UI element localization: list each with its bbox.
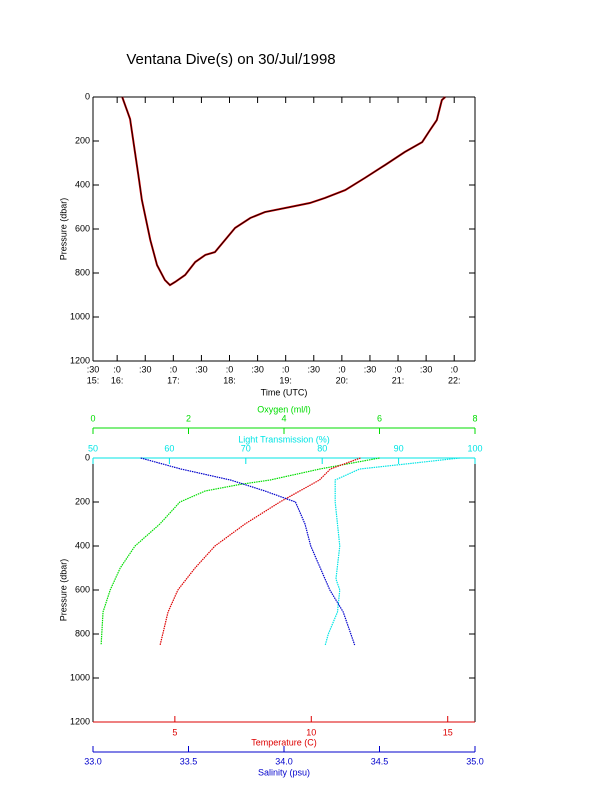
x-tick-label: :0 xyxy=(170,364,178,374)
x-tick-label: 34.5 xyxy=(371,756,389,766)
x-tick-label: :30 xyxy=(364,364,377,374)
x-tick-label: 70 xyxy=(241,443,251,453)
x-tick-sublabel: 22: xyxy=(448,375,461,385)
x-axis-label: Light Transmission (%) xyxy=(238,434,330,444)
x-tick-label: :0 xyxy=(282,364,290,374)
x-axis-label: Time (UTC) xyxy=(261,387,308,397)
x-tick-label: 34.0 xyxy=(275,756,293,766)
x-tick-label: 50 xyxy=(88,443,98,453)
y-axis-label: Pressure (dbar) xyxy=(58,198,68,261)
x-tick-label: :30 xyxy=(251,364,264,374)
y-tick-label: 1000 xyxy=(70,311,90,321)
x-tick-label: :0 xyxy=(394,364,402,374)
x-tick-label: :30 xyxy=(420,364,433,374)
y-tick-label: 400 xyxy=(75,179,90,189)
x-tick-sublabel: 15: xyxy=(87,375,100,385)
x-tick-label: 60 xyxy=(164,443,174,453)
x-axis-label: Salinity (psu) xyxy=(258,767,310,777)
x-axis-label: Temperature (C) xyxy=(251,737,317,747)
x-tick-label: 0 xyxy=(90,413,95,423)
x-tick-label: 35.0 xyxy=(466,756,484,766)
x-tick-label: 15 xyxy=(443,727,453,737)
y-tick-label: 1200 xyxy=(70,716,90,726)
profile-line xyxy=(324,457,460,646)
x-tick-label: 6 xyxy=(377,413,382,423)
y-tick-label: 200 xyxy=(75,496,90,506)
x-tick-label: :30 xyxy=(139,364,152,374)
x-tick-label: 5 xyxy=(172,727,177,737)
x-axis-label: Oxygen (ml/l) xyxy=(257,404,311,414)
x-tick-label: 33.0 xyxy=(84,756,102,766)
pressure-line-core xyxy=(121,96,446,286)
y-tick-label: 1200 xyxy=(70,355,90,365)
x-tick-sublabel: 16: xyxy=(111,375,124,385)
y-tick-label: 200 xyxy=(75,135,90,145)
x-tick-label: :0 xyxy=(338,364,346,374)
profile-line xyxy=(100,457,380,646)
x-tick-label: :30 xyxy=(87,364,100,374)
pressure-line xyxy=(121,96,446,287)
y-tick-label: 0 xyxy=(85,452,90,462)
x-tick-label: 4 xyxy=(281,413,286,423)
x-tick-sublabel: 17: xyxy=(167,375,180,385)
y-tick-label: 0 xyxy=(85,91,90,101)
x-tick-label: 2 xyxy=(186,413,191,423)
x-tick-label: :30 xyxy=(308,364,321,374)
x-tick-label: :0 xyxy=(226,364,234,374)
x-tick-sublabel: 21: xyxy=(392,375,405,385)
y-tick-label: 600 xyxy=(75,584,90,594)
x-tick-label: 90 xyxy=(394,443,404,453)
x-tick-label: :30 xyxy=(195,364,208,374)
x-tick-label: 33.5 xyxy=(180,756,198,766)
y-axis-label: Pressure (dbar) xyxy=(58,559,68,622)
profile-line xyxy=(140,457,356,646)
x-tick-sublabel: 18: xyxy=(223,375,236,385)
x-tick-label: :0 xyxy=(450,364,458,374)
y-tick-label: 1000 xyxy=(70,672,90,682)
y-tick-label: 800 xyxy=(75,267,90,277)
x-tick-sublabel: 20: xyxy=(336,375,349,385)
x-tick-label: 8 xyxy=(472,413,477,423)
x-tick-label: :0 xyxy=(113,364,121,374)
x-tick-label: 10 xyxy=(306,727,316,737)
chart-title: Ventana Dive(s) on 30/Jul/1998 xyxy=(126,51,335,68)
x-tick-label: 80 xyxy=(317,443,327,453)
y-tick-label: 800 xyxy=(75,628,90,638)
y-tick-label: 600 xyxy=(75,223,90,233)
y-tick-label: 400 xyxy=(75,540,90,550)
x-tick-sublabel: 19: xyxy=(279,375,292,385)
profile-line xyxy=(159,457,361,646)
x-tick-label: 100 xyxy=(467,443,482,453)
